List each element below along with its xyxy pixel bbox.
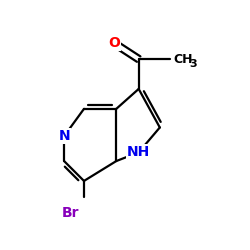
Text: N: N bbox=[58, 129, 70, 143]
Text: CH: CH bbox=[174, 52, 193, 66]
Text: O: O bbox=[108, 36, 120, 50]
Text: NH: NH bbox=[127, 145, 150, 159]
Text: 3: 3 bbox=[189, 59, 196, 69]
Text: Br: Br bbox=[62, 206, 79, 220]
